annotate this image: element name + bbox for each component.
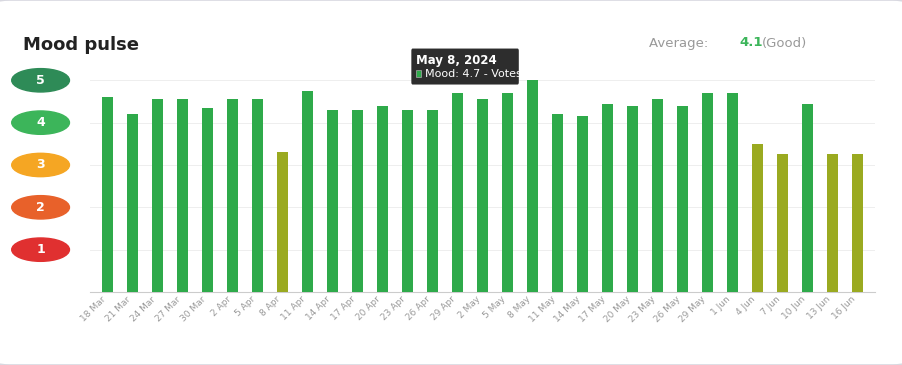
Text: 5: 5 (36, 74, 45, 87)
Text: (Good): (Good) (762, 36, 807, 50)
Bar (427, 110, 438, 292)
Bar (627, 106, 638, 292)
Text: 1: 1 (36, 243, 45, 256)
Bar (527, 80, 538, 292)
Bar (802, 104, 813, 292)
Bar (502, 93, 513, 292)
Bar (752, 144, 763, 292)
Bar (352, 110, 364, 292)
Bar (152, 99, 163, 292)
Bar (377, 106, 388, 292)
Text: 2: 2 (36, 201, 45, 214)
Bar (327, 110, 338, 292)
Text: Average:: Average: (649, 36, 713, 50)
Bar (602, 104, 613, 292)
Text: 4.1: 4.1 (740, 36, 763, 50)
Text: Mood: 4.7 - Votes: 7: Mood: 4.7 - Votes: 7 (426, 69, 537, 78)
Bar (777, 154, 788, 292)
Bar (452, 93, 464, 292)
Text: 4: 4 (36, 116, 45, 129)
Bar (552, 114, 563, 292)
Bar (402, 110, 413, 292)
Bar (727, 93, 738, 292)
Bar (676, 106, 688, 292)
Bar (827, 154, 838, 292)
Bar (577, 116, 588, 292)
Bar (102, 97, 114, 292)
Bar (417, 70, 421, 77)
Bar (277, 152, 289, 292)
Bar (851, 154, 863, 292)
FancyBboxPatch shape (411, 49, 519, 85)
Bar (127, 114, 138, 292)
Text: 3: 3 (36, 158, 45, 172)
Bar (477, 99, 488, 292)
Bar (252, 99, 263, 292)
Bar (702, 93, 713, 292)
Bar (302, 91, 313, 292)
Bar (202, 108, 213, 292)
Text: Mood pulse: Mood pulse (23, 36, 139, 54)
Bar (177, 99, 189, 292)
Bar (652, 99, 663, 292)
Bar (227, 99, 238, 292)
Text: May 8, 2024: May 8, 2024 (417, 54, 497, 67)
